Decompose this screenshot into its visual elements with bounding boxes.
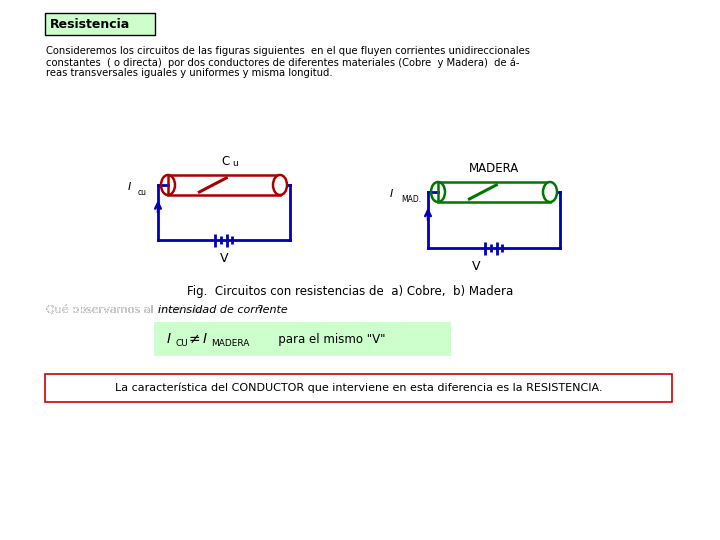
FancyBboxPatch shape — [45, 374, 672, 402]
Ellipse shape — [543, 182, 557, 202]
Bar — [168, 175, 280, 195]
Text: cu: cu — [138, 188, 147, 197]
Text: I: I — [128, 182, 131, 192]
FancyBboxPatch shape — [45, 13, 155, 35]
Text: constantes  ( o directa)  por dos conductores de diferentes materiales (Cobre  y: constantes ( o directa) por dos conducto… — [46, 57, 520, 68]
Text: I: I — [167, 332, 171, 346]
Text: MADERA: MADERA — [211, 339, 249, 348]
Text: Qué observamos al medir la: Qué observamos al medir la — [46, 305, 207, 315]
Text: Resistencia: Resistencia — [50, 17, 130, 30]
Bar — [438, 182, 550, 202]
Text: MAD.: MAD. — [401, 195, 421, 204]
Text: Fig.  Circuitos con resistencias de  a) Cobre,  b) Madera: Fig. Circuitos con resistencias de a) Co… — [187, 285, 513, 298]
Text: La característica del CONDUCTOR que interviene en esta diferencia es la RESISTEN: La característica del CONDUCTOR que inte… — [114, 383, 602, 393]
Text: intensidad de corriente: intensidad de corriente — [158, 305, 288, 315]
Text: reas transversales iguales y uniformes y misma longitud.: reas transversales iguales y uniformes y… — [46, 68, 333, 78]
Text: Consideremos los circuitos de las figuras siguientes  en el que fluyen corriente: Consideremos los circuitos de las figura… — [46, 46, 530, 56]
Text: ≠: ≠ — [189, 332, 201, 346]
Text: para el mismo "V": para el mismo "V" — [267, 333, 385, 346]
Text: I: I — [390, 189, 393, 199]
Text: V: V — [472, 260, 480, 273]
Ellipse shape — [273, 175, 287, 195]
Text: Qué observamos al medir la intensidad de corriente: Qué observamos al medir la intensidad de… — [46, 305, 337, 315]
Bar — [168, 175, 280, 195]
Text: CU: CU — [175, 339, 188, 348]
Bar — [438, 182, 550, 202]
Text: MADERA: MADERA — [469, 162, 519, 175]
Text: V: V — [220, 252, 228, 265]
FancyBboxPatch shape — [154, 322, 451, 356]
Text: ?: ? — [253, 305, 263, 315]
Text: I: I — [203, 332, 207, 346]
Text: u: u — [232, 159, 238, 168]
Text: C: C — [221, 155, 229, 168]
